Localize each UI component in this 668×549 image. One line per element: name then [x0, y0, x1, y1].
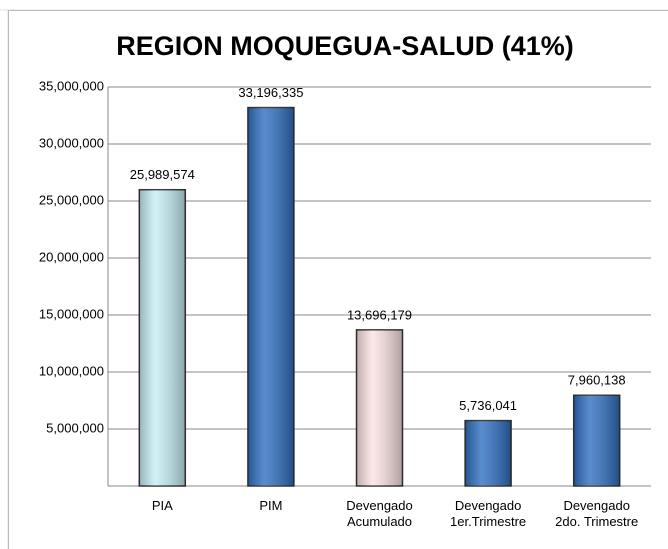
- chart-border: [8, 10, 668, 549]
- value-label: 13,696,179: [347, 307, 412, 322]
- y-tick-label: 15,000,000: [39, 306, 104, 321]
- bar-shade: [356, 329, 403, 486]
- y-tick-label: 10,000,000: [39, 363, 104, 378]
- x-tick-label: PIA: [151, 498, 173, 513]
- value-label: 7,960,138: [568, 373, 626, 388]
- x-tick-label: PIM: [259, 498, 283, 513]
- y-tick-label: 35,000,000: [39, 78, 104, 93]
- y-tick-label: 25,000,000: [39, 192, 104, 207]
- x-tick-label: Devengado 2do. Trimestre: [555, 498, 639, 529]
- bar-shade: [465, 420, 512, 486]
- y-tick-label: 5,000,000: [46, 420, 104, 435]
- value-label: 25,989,574: [130, 167, 195, 182]
- y-tick-label: 20,000,000: [39, 249, 104, 264]
- x-tick-label: Devengado 1er.Trimestre: [450, 498, 527, 529]
- y-tick-label: 30,000,000: [39, 135, 104, 150]
- bar-shade: [573, 395, 620, 486]
- value-label: 5,736,041: [459, 398, 517, 413]
- chart-title: REGION MOQUEGUA-SALUD (41%): [116, 31, 574, 61]
- x-tick-label: Devengado Acumulado: [346, 498, 413, 529]
- bar-shade: [247, 107, 294, 487]
- bar-shade: [139, 189, 186, 486]
- value-label: 33,196,335: [238, 85, 303, 100]
